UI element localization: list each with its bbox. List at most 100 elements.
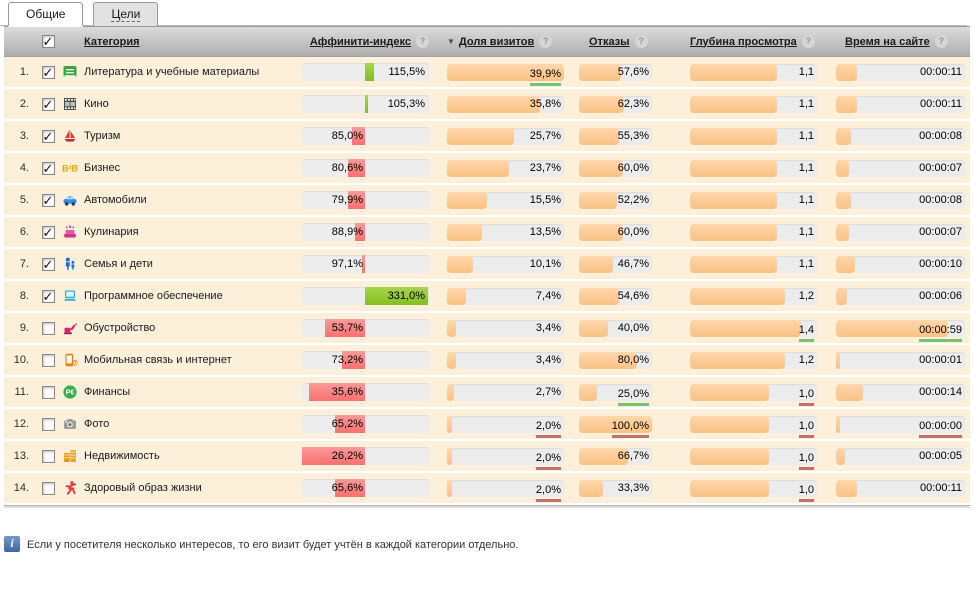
visit-share-value: 23,7%	[529, 161, 561, 174]
depth-bar: 1,1	[690, 191, 817, 209]
visit-share-value: 35,8%	[529, 97, 561, 110]
column-bounces[interactable]: Отказы	[589, 35, 630, 48]
depth-bar: 1,0	[690, 415, 817, 438]
table-row: 3. Туризм 85,0% 25,7% 55,3% 1,1 00:00:08	[4, 121, 970, 153]
row-checkbox[interactable]	[41, 97, 55, 113]
tab-general[interactable]: Общие	[8, 2, 84, 26]
depth-bar: 1,0	[690, 383, 817, 406]
auto-icon	[62, 192, 84, 208]
depth-bar: 1,2	[690, 287, 817, 305]
table-body: 1. Литература и учебные материалы 115,5% 3…	[4, 57, 970, 506]
table-header: Категория Аффинити-индекс? ▼ Доля визито…	[4, 26, 970, 57]
row-checkbox[interactable]	[41, 289, 55, 305]
help-icon-bounces[interactable]: ?	[634, 35, 648, 48]
help-icon-affinity[interactable]: ?	[416, 35, 429, 48]
info-icon: i	[4, 536, 20, 552]
visit-share-value: 3,4%	[535, 353, 561, 366]
affinity-bar: 105,3%	[302, 95, 429, 113]
category-label: Программное обеспечение	[84, 290, 223, 302]
affinity-value: 73,2%	[331, 354, 363, 366]
time-on-site-bar: 00:00:08	[836, 191, 965, 209]
visit-share-value: 10,1%	[529, 257, 561, 270]
depth-value: 1,1	[798, 257, 814, 270]
depth-value: 1,1	[798, 161, 814, 174]
table-row: 11. P€ Финансы 35,6% 2,7% 25,0% 1,0 00:00:1…	[4, 377, 970, 409]
visit-share-value: 7,4%	[535, 289, 561, 302]
category-label: Финансы	[84, 386, 131, 398]
column-visit-share[interactable]: Доля визитов	[458, 35, 535, 48]
affinity-bar: 79,9%	[302, 191, 429, 209]
bounce-bar: 52,2%	[579, 191, 652, 209]
row-checkbox[interactable]	[41, 193, 55, 209]
column-category[interactable]: Категория	[84, 35, 140, 48]
depth-bar: 1,1	[690, 255, 817, 273]
row-checkbox[interactable]	[41, 225, 55, 241]
help-icon-time[interactable]: ?	[934, 35, 948, 48]
row-checkbox[interactable]	[41, 417, 55, 431]
row-checkbox[interactable]	[41, 353, 55, 367]
row-checkbox[interactable]	[41, 449, 55, 463]
row-checkbox[interactable]	[41, 161, 55, 177]
select-all-checkbox[interactable]	[41, 34, 55, 50]
row-checkbox[interactable]	[41, 321, 55, 335]
row-checkbox[interactable]	[41, 129, 55, 145]
svg-text:@: @	[71, 360, 78, 367]
row-number: 7.	[19, 258, 29, 270]
time-on-site-bar: 00:00:08	[836, 127, 965, 145]
table-row: 8. Программное обеспечение 331,0% 7,4% 54,…	[4, 281, 970, 313]
row-checkbox[interactable]	[41, 257, 55, 273]
row-checkbox[interactable]	[41, 385, 55, 399]
bounce-value: 100,0%	[611, 418, 649, 438]
affinity-bar: 97,1%	[302, 255, 429, 273]
category-label: Туризм	[84, 130, 121, 142]
visit-share-bar: 2,0%	[447, 479, 564, 502]
bounce-bar: 62,3%	[579, 95, 652, 113]
help-icon-share[interactable]: ?	[539, 35, 553, 48]
row-checkbox[interactable]	[41, 481, 55, 495]
bounce-bar: 55,3%	[579, 127, 652, 145]
bounce-bar: 60,0%	[579, 159, 652, 177]
row-number: 1.	[19, 66, 29, 78]
affinity-bar: 85,0%	[302, 127, 429, 145]
mobile-icon: @	[62, 352, 84, 368]
visit-share-value: 39,9%	[529, 66, 561, 86]
bounce-value: 52,2%	[617, 193, 649, 206]
time-on-site-value: 00:00:01	[919, 353, 962, 366]
bounce-bar: 33,3%	[579, 479, 652, 497]
svg-text:P€: P€	[66, 390, 75, 397]
time-on-site-value: 00:00:08	[919, 193, 962, 206]
time-on-site-bar: 00:00:59	[836, 319, 965, 342]
row-checkbox[interactable]	[41, 65, 55, 81]
cooking-icon	[62, 224, 84, 240]
bounce-bar: 54,6%	[579, 287, 652, 305]
renovation-icon	[62, 320, 84, 336]
category-label: Кулинария	[84, 226, 139, 238]
depth-bar: 1,1	[690, 95, 817, 113]
time-on-site-bar: 00:00:10	[836, 255, 965, 273]
help-icon-depth[interactable]: ?	[801, 35, 815, 48]
time-on-site-value: 00:00:07	[919, 161, 962, 174]
column-time-on-site[interactable]: Время на сайте	[845, 35, 930, 48]
affinity-value: 35,6%	[331, 386, 363, 398]
affinity-value: 85,0%	[331, 130, 363, 142]
time-on-site-value: 00:00:11	[919, 481, 962, 494]
row-number: 2.	[19, 98, 29, 110]
visit-share-bar: 7,4%	[447, 287, 564, 305]
category-label: Кино	[84, 98, 109, 110]
column-affinity-index[interactable]: Аффинити-индекс	[309, 35, 411, 48]
affinity-bar: 53,7%	[302, 319, 429, 337]
affinity-value: 80,6%	[331, 162, 363, 174]
affinity-value: 79,9%	[331, 194, 363, 206]
depth-bar: 1,1	[690, 63, 817, 81]
tab-goals[interactable]: Цели	[93, 2, 159, 26]
tab-goals-label: Цели	[111, 7, 141, 22]
affinity-value: 65,6%	[331, 482, 363, 494]
table-row: 2. Кино 105,3% 35,8% 62,3% 1,1 00:00:11	[4, 89, 970, 121]
affinity-value: 115,5%	[388, 66, 426, 78]
visit-share-bar: 35,8%	[447, 95, 564, 113]
column-depth[interactable]: Глубина просмотра	[690, 35, 797, 48]
visit-share-value: 25,7%	[529, 129, 561, 142]
table-row: 14. Здоровый образ жизни 65,6% 2,0% 33,3% …	[4, 473, 970, 505]
visit-share-value: 15,5%	[529, 193, 561, 206]
affinity-bar: 331,0%	[302, 287, 429, 305]
